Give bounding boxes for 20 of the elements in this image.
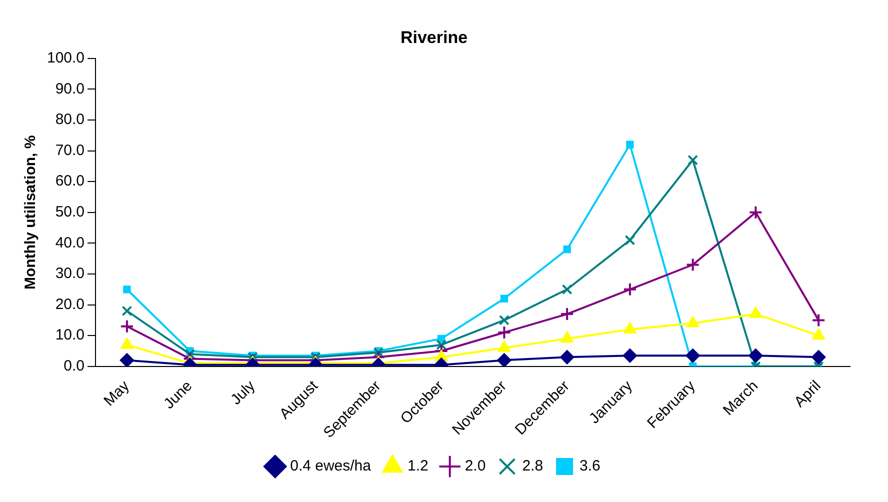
legend-label: 3.6: [580, 458, 600, 475]
y-tick-label: 60.0: [55, 172, 85, 190]
y-tick-label: 20.0: [55, 296, 85, 313]
legend-label: 1.2: [407, 458, 428, 475]
y-tick-label: 10.0: [55, 326, 85, 344]
y-tick-label: 70.0: [55, 142, 85, 159]
chart-title: Riverine: [400, 28, 468, 47]
legend-label: 2.0: [464, 458, 486, 475]
y-tick-label: 100.0: [46, 50, 85, 67]
x-tick-label: July: [228, 377, 259, 408]
y-axis-title: Monthly utilisation, %: [22, 135, 40, 290]
y-tick-label: 40.0: [55, 234, 85, 252]
y-tick-label: 30.0: [55, 265, 85, 282]
x-tick-label: May: [100, 377, 134, 410]
legend-label: 2.8: [522, 458, 544, 475]
y-tick-label: 0.0: [64, 358, 85, 375]
y-tick-label: 90.0: [55, 80, 85, 98]
y-tick-label: 80.0: [55, 111, 85, 128]
y-tick-label: 50.0: [55, 204, 85, 221]
legend-label: 0.4 ewes/ha: [290, 458, 372, 475]
